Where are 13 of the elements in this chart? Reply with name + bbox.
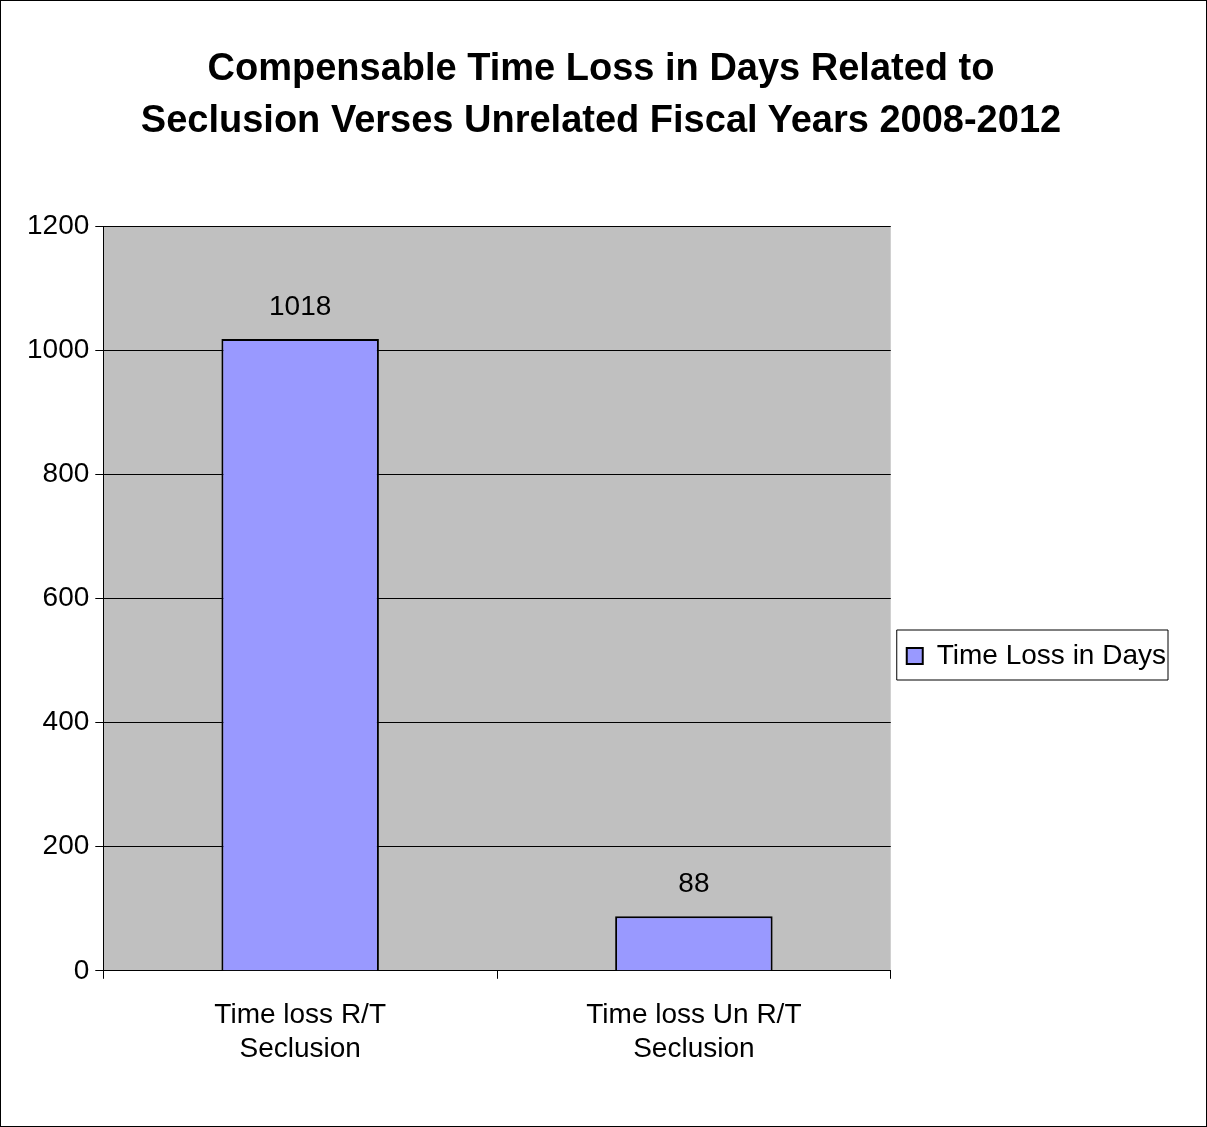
chart-title: Compensable Time Loss in Days Related to Seclusion Verses Unrelated Fiscal Years 2008-2012 [139, 45, 1063, 142]
y-tick-label: 1200 [26, 208, 90, 240]
y-tick-label: 200 [42, 829, 90, 861]
y-tick-label: 1000 [26, 332, 90, 364]
y-tick-label: 400 [42, 705, 90, 737]
y-tick-label: 600 [42, 581, 90, 613]
data-label: 88 [678, 866, 710, 898]
data-label: 1018 [269, 289, 332, 321]
x-tick-label: Time loss Un R/T Seclusion [586, 998, 802, 1063]
y-tick-label: 0 [73, 953, 90, 985]
y-tick-label: 800 [42, 456, 90, 488]
x-tick-label: Time loss R/T Seclusion [214, 998, 386, 1063]
legend-label: Time Loss in Days [936, 638, 1166, 670]
